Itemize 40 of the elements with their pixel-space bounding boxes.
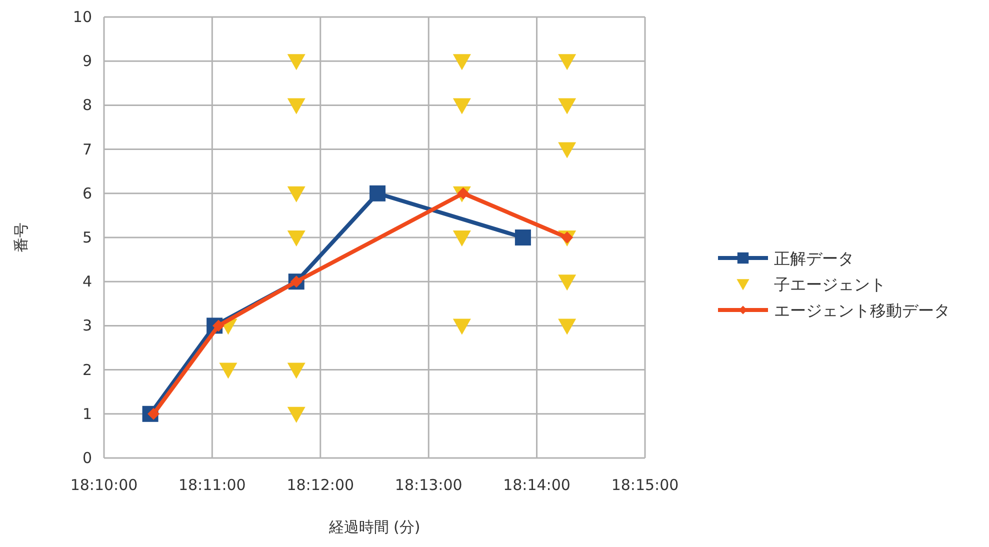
x-axis-title: 経過時間 (分) <box>328 518 420 536</box>
point <box>514 230 531 246</box>
point <box>370 185 386 202</box>
point <box>452 318 471 335</box>
legend-label: エージェント移動データ <box>774 301 950 320</box>
y-tick-label: 1 <box>82 404 92 423</box>
x-tick-label: 18:14:00 <box>503 476 570 494</box>
point <box>287 186 306 202</box>
point <box>287 406 306 423</box>
point <box>452 98 471 114</box>
y-tick-label: 4 <box>82 272 92 291</box>
x-tick-label: 18:12:00 <box>286 476 354 494</box>
point <box>558 274 576 291</box>
legend-label: 子エージェント <box>774 275 886 294</box>
y-tick-label: 0 <box>82 449 92 467</box>
y-tick-label: 8 <box>82 96 92 114</box>
y-axis-title: 番号 <box>12 222 30 252</box>
point <box>452 54 471 70</box>
y-tick-label: 2 <box>82 360 92 379</box>
point <box>558 98 576 114</box>
x-tick-label: 18:10:00 <box>70 476 138 494</box>
point <box>287 230 306 246</box>
x-tick-label: 18:11:00 <box>178 476 246 494</box>
y-tick-label: 5 <box>82 228 92 246</box>
point <box>287 362 306 379</box>
y-tick-label: 10 <box>72 8 92 26</box>
legend-label: 正解データ <box>774 249 854 268</box>
point <box>219 362 238 379</box>
y-tick-label: 3 <box>82 316 92 335</box>
point <box>558 54 576 70</box>
point <box>558 142 576 158</box>
x-tick-label: 18:15:00 <box>611 476 679 494</box>
point <box>287 98 306 114</box>
point <box>558 318 576 335</box>
y-tick-label: 7 <box>82 140 92 158</box>
x-tick-label: 18:13:00 <box>394 476 462 494</box>
point <box>452 230 471 246</box>
point <box>287 54 306 70</box>
y-tick-label: 6 <box>82 184 92 202</box>
y-tick-label: 9 <box>82 52 92 70</box>
